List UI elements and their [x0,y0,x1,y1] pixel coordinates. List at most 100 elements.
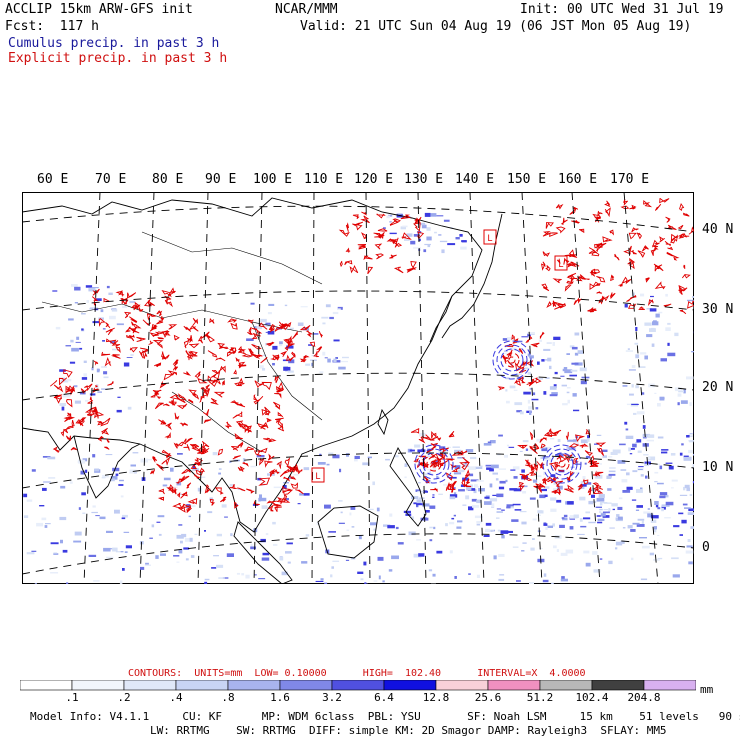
cumulus-cell [552,488,559,492]
cumulus-cell [585,455,591,459]
cumulus-cell [567,439,574,442]
cumulus-cell [144,564,151,566]
cumulus-cell [487,441,491,443]
explicit-contour [53,384,64,393]
explicit-contour [231,446,240,451]
cumulus-cell [492,472,498,475]
cumulus-cell [467,488,476,491]
explicit-contour [507,359,514,367]
cumulus-cell [432,494,435,496]
cumulus-cell [680,400,688,404]
explicit-contour [677,285,686,293]
cumulus-cell [539,510,544,514]
cumulus-cell [340,511,343,514]
cumulus-cell [516,580,521,582]
cumulus-cell [410,240,416,245]
cumulus-cell [629,453,633,455]
cumulus-cell [192,468,199,471]
cumulus-cell [655,503,659,508]
cumulus-cell [475,466,483,469]
explicit-contour [204,484,211,494]
cumulus-cell [60,485,66,489]
lat-label: 0 [702,540,710,555]
explicit-contour [679,309,687,315]
cumulus-cell [106,530,113,533]
explicit-contour [445,458,455,461]
cumulus-cell [89,393,96,396]
cumulus-cell [489,468,494,472]
cumulus-cell [657,403,661,407]
cumulus-cell [491,503,495,508]
cumulus-cell [541,359,545,362]
explicit-contour [186,335,193,343]
explicit-contour [161,456,171,466]
cumulus-cell [106,556,114,559]
cumulus-cell [286,542,293,545]
cumulus-cell [92,454,96,458]
explicit-contour [253,500,260,506]
cumulus-cell [543,573,547,577]
cumulus-cell [654,501,659,505]
cumulus-cell [96,368,100,373]
colorbar-box [123,680,177,691]
cumulus-cell [647,434,655,438]
cumulus-cell [416,503,423,506]
cumulus-cell [403,510,411,513]
cumulus-cell [385,458,390,461]
cumulus-cell [584,462,587,465]
parallel-40n [22,205,694,233]
cumulus-cell [328,452,334,455]
cumulus-cell [103,371,108,375]
cumulus-cell [541,446,546,449]
explicit-contour [374,243,383,250]
cumulus-cell [685,550,694,554]
cumulus-cell [425,455,432,458]
cumulus-cell [338,366,346,370]
cumulus-cell [550,438,555,440]
cumulus-cell [301,561,308,564]
explicit-contour [64,416,73,422]
explicit-contour [587,487,592,496]
cumulus-cell [569,374,577,377]
lon-label: 120 E [354,172,394,187]
explicit-contour [157,337,164,340]
cumulus-cell [653,529,657,533]
explicit-contour [376,213,386,219]
cumulus-cell [506,530,513,533]
cumulus-cell [81,313,86,315]
explicit-contour [131,321,142,329]
cumulus-cell [687,299,694,302]
cumulus-cell [459,234,463,237]
explicit-contour [568,443,580,448]
explicit-contour [134,302,141,310]
explicit-contour [393,266,404,274]
cumulus-cell [112,348,120,351]
explicit-contour [150,392,157,398]
cumulus-cell [659,492,668,496]
explicit-contour [465,478,470,485]
explicit-contour [235,420,246,426]
cumulus-cell [602,455,607,458]
cumulus-cell [75,341,81,343]
explicit-contour [663,303,672,307]
explicit-contour [273,401,281,410]
explicit-contour [386,238,395,242]
cumulus-cell [667,322,671,325]
cumulus-cell [260,318,267,323]
cumulus-cell [79,392,86,395]
explicit-contour [111,340,121,347]
cumulus-cell [529,497,536,500]
explicit-contour [659,197,670,204]
explicit-contour [363,255,373,261]
cumulus-cell [543,391,547,395]
init-time: Init: 00 UTC Wed 31 Jul 19 [520,2,724,17]
cumulus-cell [506,506,511,509]
cumulus-cell [418,553,425,557]
colorbar-labels: .1 .2 .4 .8 1.6 3.2 6.4 12.8 25.6 51.2 102.4 204.8 [65,691,660,702]
cumulus-cell [177,453,183,455]
cumulus-cell [397,542,404,545]
colorbar-label: 51.2 [527,691,554,702]
explicit-contour [410,427,420,434]
explicit-contour [645,277,650,283]
explicit-contour [157,396,161,400]
